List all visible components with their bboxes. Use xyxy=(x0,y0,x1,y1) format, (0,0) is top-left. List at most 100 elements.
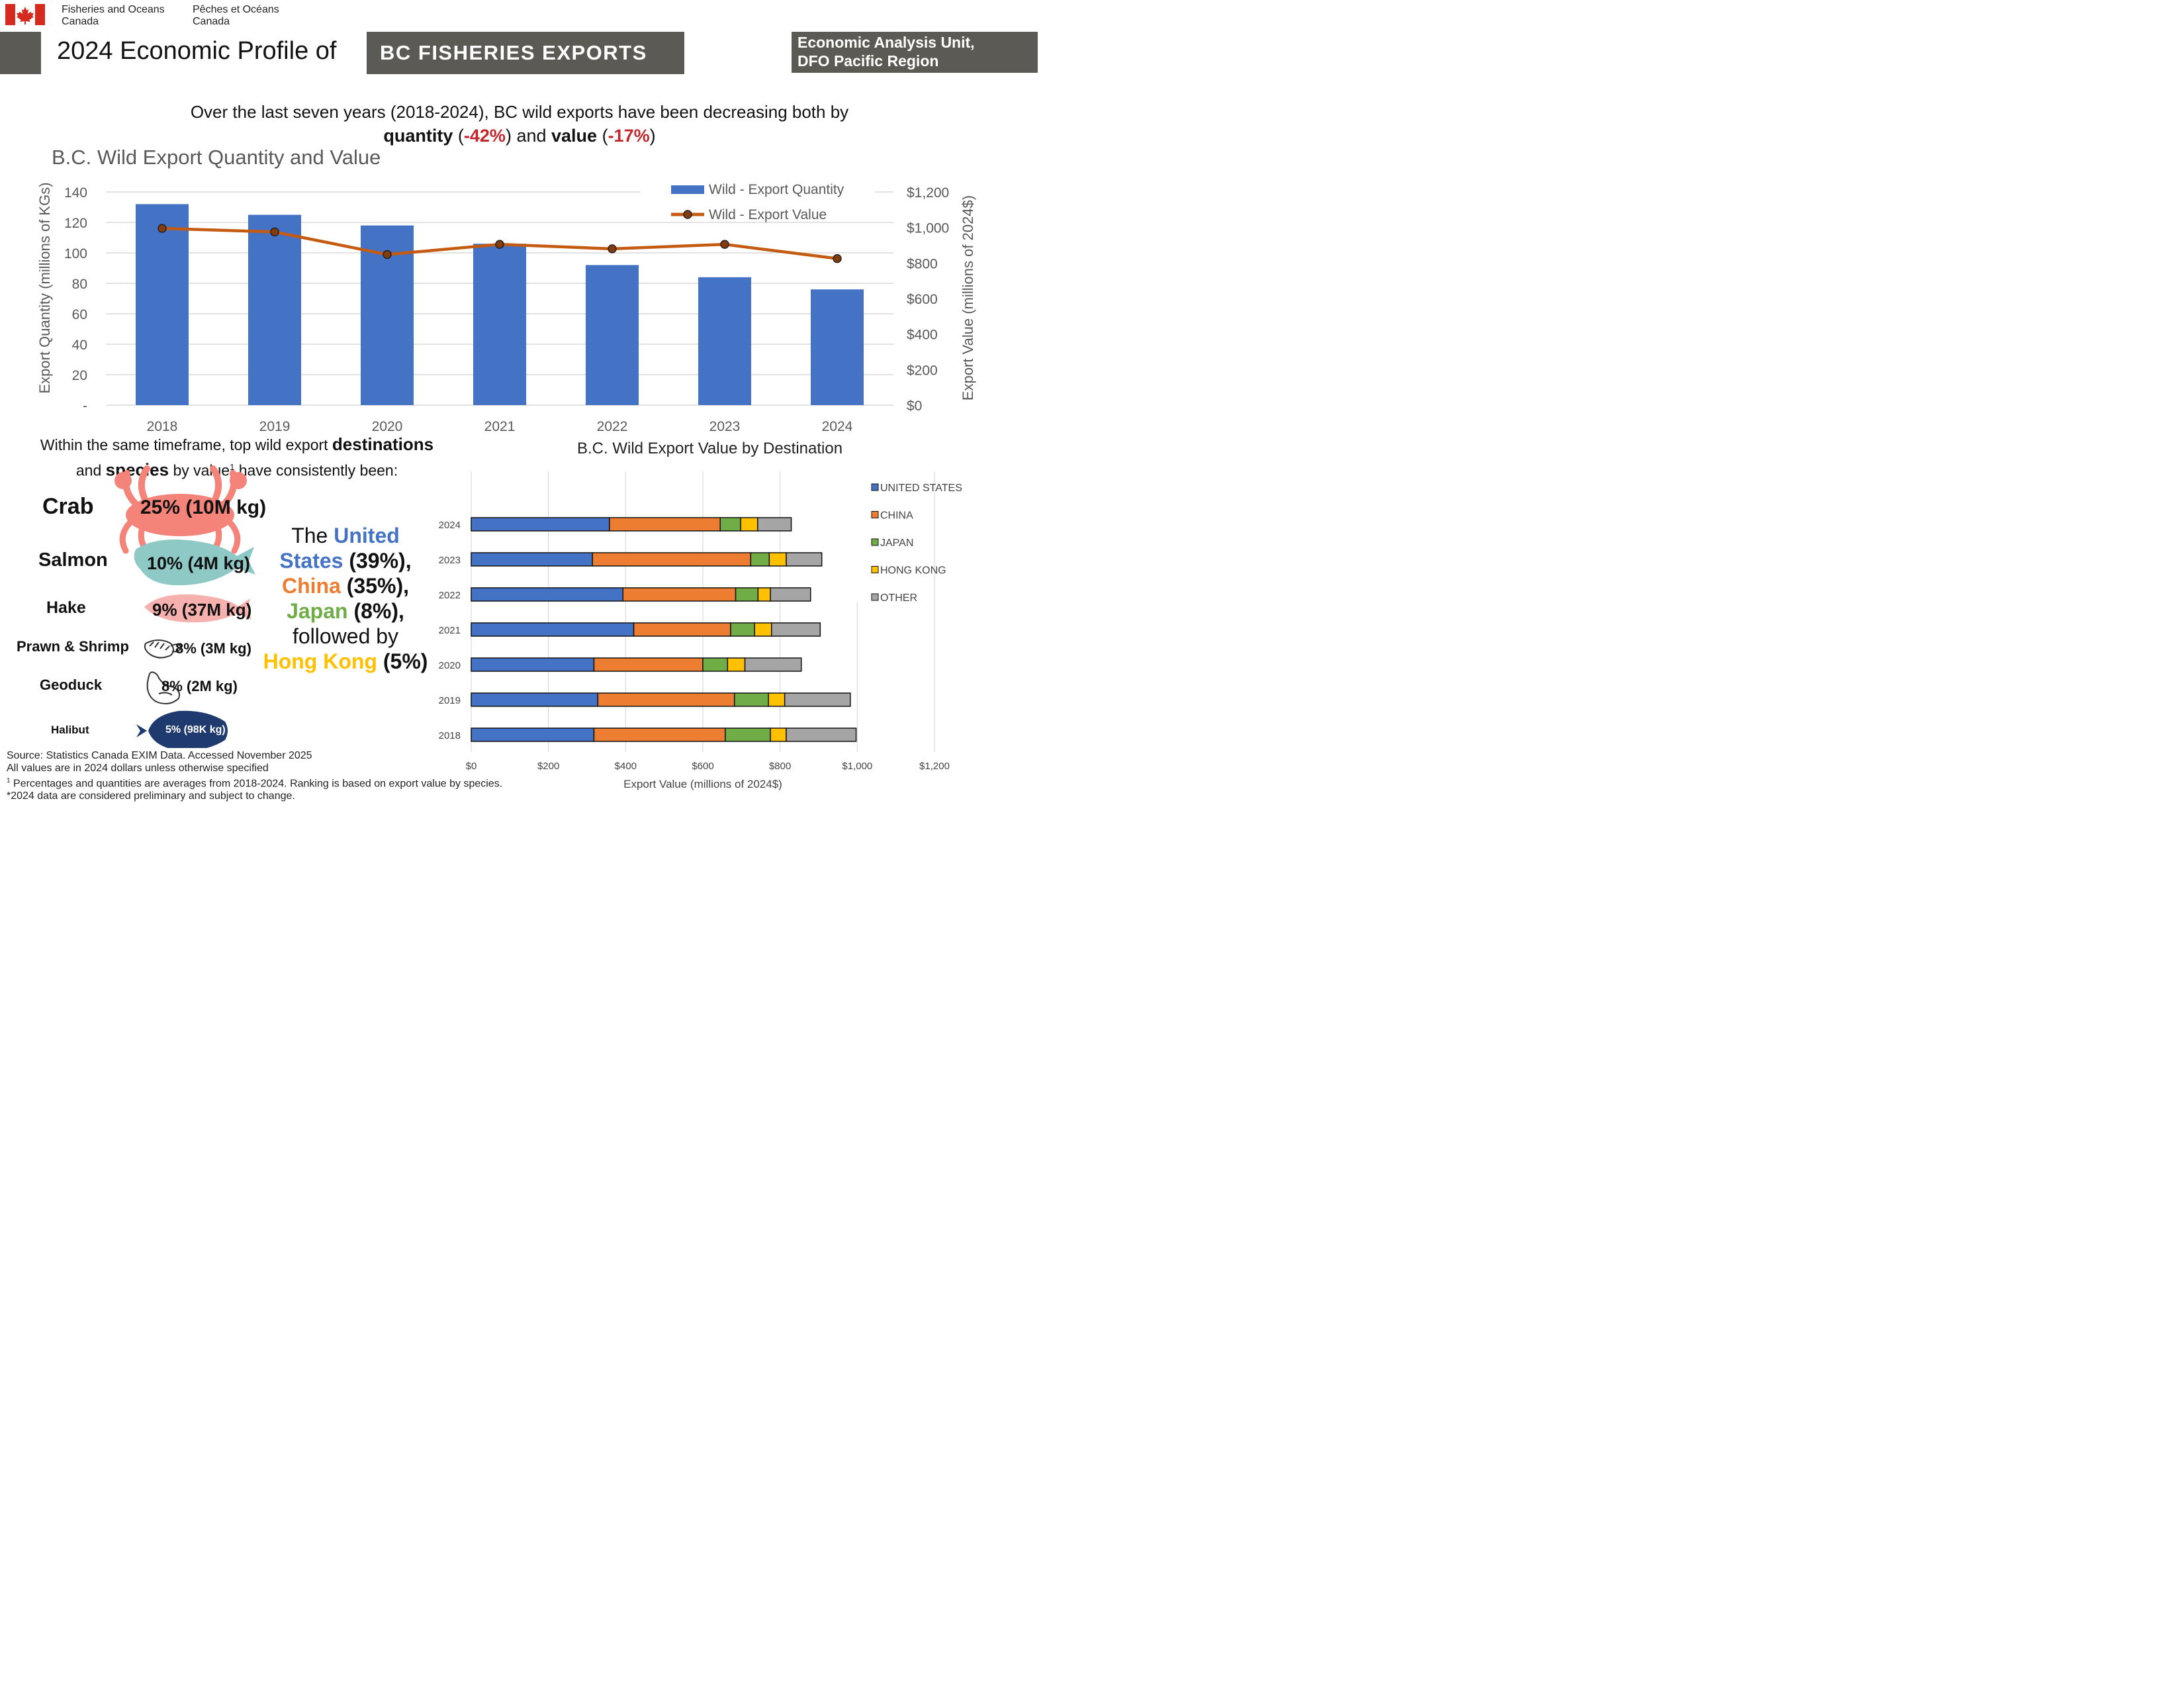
title-banner: BC FISHERIES EXPORTS xyxy=(367,32,684,74)
destination-bar-segment xyxy=(609,517,721,532)
x-tick-label: 2023 xyxy=(709,419,741,434)
unit-banner: Economic Analysis Unit, DFO Pacific Regi… xyxy=(792,32,1038,73)
x-tick-label: $1,200 xyxy=(919,761,950,772)
species-stat-prawn-shrimp: 8% (3M kg) xyxy=(175,640,251,657)
value-point xyxy=(495,240,504,249)
destination-bar-segment xyxy=(750,552,770,567)
destination-bar-segment xyxy=(471,657,595,672)
species-name-halibut: Halibut xyxy=(51,724,89,736)
legend-swatch xyxy=(871,566,879,573)
y-tick-label: 2019 xyxy=(439,695,461,706)
quantity-bar xyxy=(811,289,864,405)
y-tick-label-left: 20 xyxy=(72,368,87,383)
legend-swatch xyxy=(871,593,879,601)
species-stat-geoduck: 8% (2M kg) xyxy=(161,678,238,694)
destination-bar-segment xyxy=(768,692,786,707)
destination-bar-segment xyxy=(622,587,737,602)
destination-bar-segment xyxy=(754,622,772,637)
y-tick-label-left: 80 xyxy=(72,277,87,292)
destination-bar-segment xyxy=(725,727,771,742)
y-tick-label-right: $400 xyxy=(907,328,938,343)
y-axis-label-left: Export Quantity (millions of KGs) xyxy=(36,182,53,393)
x-tick-label: 2021 xyxy=(484,419,516,434)
destination-bar-segment xyxy=(784,692,851,707)
y-tick-label-left: 100 xyxy=(64,246,87,261)
y-tick-label: 2024 xyxy=(439,520,461,531)
destination-bar-segment xyxy=(757,517,792,532)
quantity-value-chart-title: B.C. Wild Export Quantity and Value xyxy=(52,146,381,169)
value-point xyxy=(270,227,279,237)
y-tick-label-right: $800 xyxy=(907,256,938,271)
legend-label: OTHER xyxy=(880,592,917,604)
chart2-bars xyxy=(471,517,857,742)
footnotes: Source: Statistics Canada EXIM Data. Acc… xyxy=(7,750,503,802)
destination-bar-segment xyxy=(786,727,857,742)
destination-bar-segment xyxy=(471,552,593,567)
quantity-value-chart: - 20 40 60 80 100 120 140 $0 $200 $400 $600 $800 $1,0… xyxy=(36,182,976,434)
department-name-french: Pêches et Océans Canada xyxy=(193,4,279,27)
destination-bar-segment xyxy=(744,657,802,672)
destination-chart: $0 $200 $400 $600 $800 $1,000 $1,200 2024 2023 20… xyxy=(439,471,962,790)
destination-bar-segment xyxy=(471,622,635,637)
destination-bar-segment xyxy=(771,622,821,637)
destination-bar-segment xyxy=(730,622,755,637)
y-tick-label-right: $0 xyxy=(907,399,922,414)
y-tick-label-left: 40 xyxy=(72,338,87,353)
x-tick-label: $800 xyxy=(769,761,791,772)
destination-bar-segment xyxy=(593,657,704,672)
y-tick-label: 2018 xyxy=(439,730,461,741)
destination-bar-segment xyxy=(740,517,758,532)
legend-value-marker xyxy=(683,210,692,219)
destination-bar-segment xyxy=(735,587,759,602)
x-tick-label: 2019 xyxy=(259,419,291,434)
y-tick-label-right: $200 xyxy=(907,363,938,378)
chart2-gridlines xyxy=(471,471,935,752)
department-name-english: Fisheries and Oceans Canada xyxy=(62,4,165,27)
value-point xyxy=(608,244,617,254)
destinations-summary: The United States (39%), China (35%), Ja… xyxy=(263,524,428,673)
destination-bar-segment xyxy=(757,587,771,602)
legend-label: HONG KONG xyxy=(880,565,946,577)
salmon-icon xyxy=(134,539,255,586)
geoduck-icon xyxy=(146,671,180,705)
y-tick-label-left: 60 xyxy=(72,307,87,322)
destination-bar-segment xyxy=(770,727,787,742)
species-name-hake: Hake xyxy=(46,598,86,617)
destination-bar-segment xyxy=(471,692,599,707)
y-tick-label: 2022 xyxy=(439,590,461,601)
value-point xyxy=(158,224,167,233)
x-tick-label: 2022 xyxy=(597,419,628,434)
y-tick-label-left: - xyxy=(83,399,87,414)
x-tick-label: $400 xyxy=(615,761,637,772)
destination-bar-segment xyxy=(727,657,746,672)
headline-line-1: Over the last seven years (2018-2024), B… xyxy=(190,102,849,122)
legend-quantity-label: Wild - Export Quantity xyxy=(709,182,844,197)
destination-bar-segment xyxy=(593,727,726,742)
value-point xyxy=(720,240,729,249)
y-tick-label-left: 140 xyxy=(64,185,87,201)
x-tick-label: $0 xyxy=(466,761,477,772)
destination-bar-segment xyxy=(786,552,823,567)
legend-swatch xyxy=(871,483,879,491)
x-tick-label: 2024 xyxy=(822,419,853,434)
species-stat-salmon: 10% (4M kg) xyxy=(147,553,251,573)
destination-bar-segment xyxy=(597,692,735,707)
legend-label: UNITED STATES xyxy=(880,483,962,494)
species-intro-text: Within the same timeframe, top wild expo… xyxy=(40,434,434,480)
destination-chart-title: B.C. Wild Export Value by Destination xyxy=(577,440,843,457)
y-tick-label-right: $600 xyxy=(907,292,938,307)
y-tick-label-right: $1,000 xyxy=(907,221,949,236)
legend-value-label: Wild - Export Value xyxy=(709,207,827,222)
x-tick-label: $200 xyxy=(537,761,559,772)
legend-swatch xyxy=(871,538,879,546)
x-axis-label: Export Value (millions of 2024$) xyxy=(623,778,782,790)
headline-line-2: quantity (-42%) and value (-17%) xyxy=(383,126,656,146)
quantity-bar xyxy=(586,265,639,405)
destination-bar-segment xyxy=(770,587,811,602)
destination-bar-segment xyxy=(592,552,752,567)
quantity-bar xyxy=(473,244,526,405)
header-left-block xyxy=(0,32,41,74)
x-tick-label: $1,000 xyxy=(842,761,872,772)
species-illustrations xyxy=(114,465,255,748)
legend-swatch xyxy=(871,511,879,518)
